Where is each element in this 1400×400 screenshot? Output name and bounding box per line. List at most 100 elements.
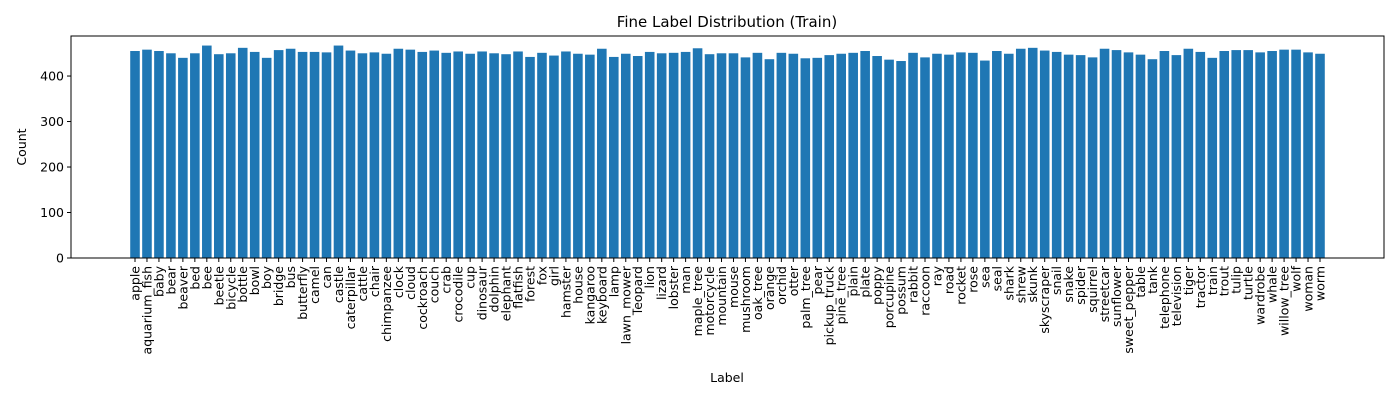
bar-lion	[644, 51, 655, 258]
bar-castle	[333, 45, 344, 258]
bar-rocket	[956, 52, 966, 258]
x-tick-label: tractor	[1193, 265, 1208, 308]
x-tick-label: cockroach	[415, 266, 430, 330]
x-tick-label: bus	[283, 266, 298, 288]
bar-wolf	[1291, 49, 1301, 259]
bar-worm	[1315, 53, 1325, 258]
x-tick-label: tiger	[1181, 265, 1196, 295]
x-tick-label: crocodile	[451, 266, 466, 323]
x-tick-label: skyscraper	[1037, 265, 1052, 334]
bar-raccoon	[920, 57, 930, 258]
bar-streetcar	[1099, 48, 1110, 258]
x-tick-label: snail	[1049, 266, 1064, 295]
chart-title: Fine Label Distribution (Train)	[617, 13, 837, 31]
x-tick-label: bottle	[235, 266, 250, 303]
x-tick-label: squirrel	[1085, 266, 1100, 313]
bar-elephant	[501, 54, 511, 259]
bar-lawn_mower	[620, 53, 631, 258]
bar-kangaroo	[585, 54, 595, 259]
x-tick-label: oak_tree	[750, 266, 765, 320]
bar-road	[944, 54, 954, 259]
x-tick-label: kangaroo	[582, 266, 597, 324]
x-tick-label: sweet_pepper	[1121, 265, 1136, 353]
x-tick-label: plate	[858, 266, 873, 298]
x-tick-label: bed	[187, 266, 202, 290]
x-tick-label: palm_tree	[798, 266, 813, 329]
x-tick-label: lobster	[666, 265, 681, 309]
x-tick-label: whale	[1265, 266, 1280, 303]
bar-cup	[465, 53, 475, 258]
bar-clock	[393, 48, 404, 258]
x-tick-label: bee	[199, 266, 214, 290]
x-tick-label: hamster	[558, 265, 573, 318]
bar-chimpanzee	[381, 53, 392, 258]
x-tick-label: caterpillar	[343, 265, 358, 329]
x-tick-label: camel	[307, 266, 322, 304]
x-tick-label: possum	[894, 266, 909, 315]
bar-baby	[154, 51, 164, 259]
y-tick-label: 300	[40, 114, 64, 129]
x-tick-label: turtle	[1241, 266, 1256, 300]
bar-camel	[309, 51, 320, 258]
x-tick-label: lion	[642, 266, 657, 289]
x-tick-label: wolf	[1289, 265, 1304, 291]
bar-trout	[1219, 51, 1230, 259]
x-tick-label: man	[678, 266, 693, 294]
x-tick-label: rose	[965, 266, 980, 293]
y-tick-label: 100	[40, 205, 64, 220]
x-tick-label: lamp	[606, 266, 621, 297]
x-tick-label: bicycle	[223, 266, 238, 310]
x-tick-label: porcupine	[882, 266, 897, 329]
bar-oak_tree	[752, 52, 763, 258]
x-tick-label: sunflower	[1109, 265, 1124, 327]
x-tick-label: lawn_mower	[618, 265, 633, 344]
x-tick-label: fox	[534, 266, 549, 285]
x-tick-label: beetle	[211, 266, 226, 306]
x-tick-label: maple_tree	[690, 266, 705, 337]
x-tick-label: spider	[1073, 265, 1088, 305]
bar-forest	[525, 56, 535, 259]
bar-crab	[441, 52, 451, 258]
bar-mountain	[716, 53, 727, 258]
bar-squirrel	[1087, 57, 1098, 258]
bar-shrew	[1015, 48, 1026, 258]
bar-porcupine	[884, 59, 894, 258]
bar-pickup_truck	[824, 55, 835, 258]
bar-skyscraper	[1039, 50, 1050, 259]
x-tick-label: apple	[128, 266, 143, 301]
x-axis-label: Label	[710, 370, 744, 385]
bar-bowl	[249, 51, 260, 258]
bar-girl	[549, 55, 559, 259]
x-tick-label: tulip	[1229, 266, 1244, 294]
bars-group	[130, 45, 1325, 259]
y-axis-label: Count	[14, 128, 29, 165]
x-tick-label: clock	[391, 265, 406, 298]
x-tick-label: television	[1169, 266, 1184, 326]
x-tick-label: shrew	[1013, 266, 1028, 303]
bar-can	[321, 52, 332, 258]
x-tick-label: woman	[1301, 266, 1316, 312]
bar-man	[680, 51, 691, 258]
bar-pine_tree	[836, 53, 846, 258]
bar-cockroach	[417, 51, 428, 258]
bar-snail	[1051, 51, 1062, 258]
bar-tulip	[1231, 50, 1241, 258]
bar-bed	[190, 53, 200, 258]
bar-train	[1207, 57, 1218, 259]
bar-poppy	[872, 56, 882, 258]
x-tick-label: orange	[762, 266, 777, 310]
x-axis: appleaquarium_fishbabybearbeaverbedbeebe…	[128, 258, 1328, 354]
bar-beaver	[178, 57, 188, 259]
bar-fox	[537, 52, 547, 258]
bar-hamster	[561, 51, 571, 258]
x-tick-label: flatfish	[511, 266, 526, 309]
x-tick-label: train	[1205, 266, 1220, 295]
x-tick-label: snake	[1061, 266, 1076, 303]
x-tick-label: shark	[1001, 265, 1016, 300]
bar-whale	[1267, 51, 1277, 259]
x-tick-label: forest	[523, 266, 538, 302]
bar-bus	[285, 48, 296, 258]
bar-lamp	[609, 56, 619, 259]
x-tick-label: rocket	[953, 266, 968, 305]
bar-aquarium_fish	[142, 49, 152, 259]
